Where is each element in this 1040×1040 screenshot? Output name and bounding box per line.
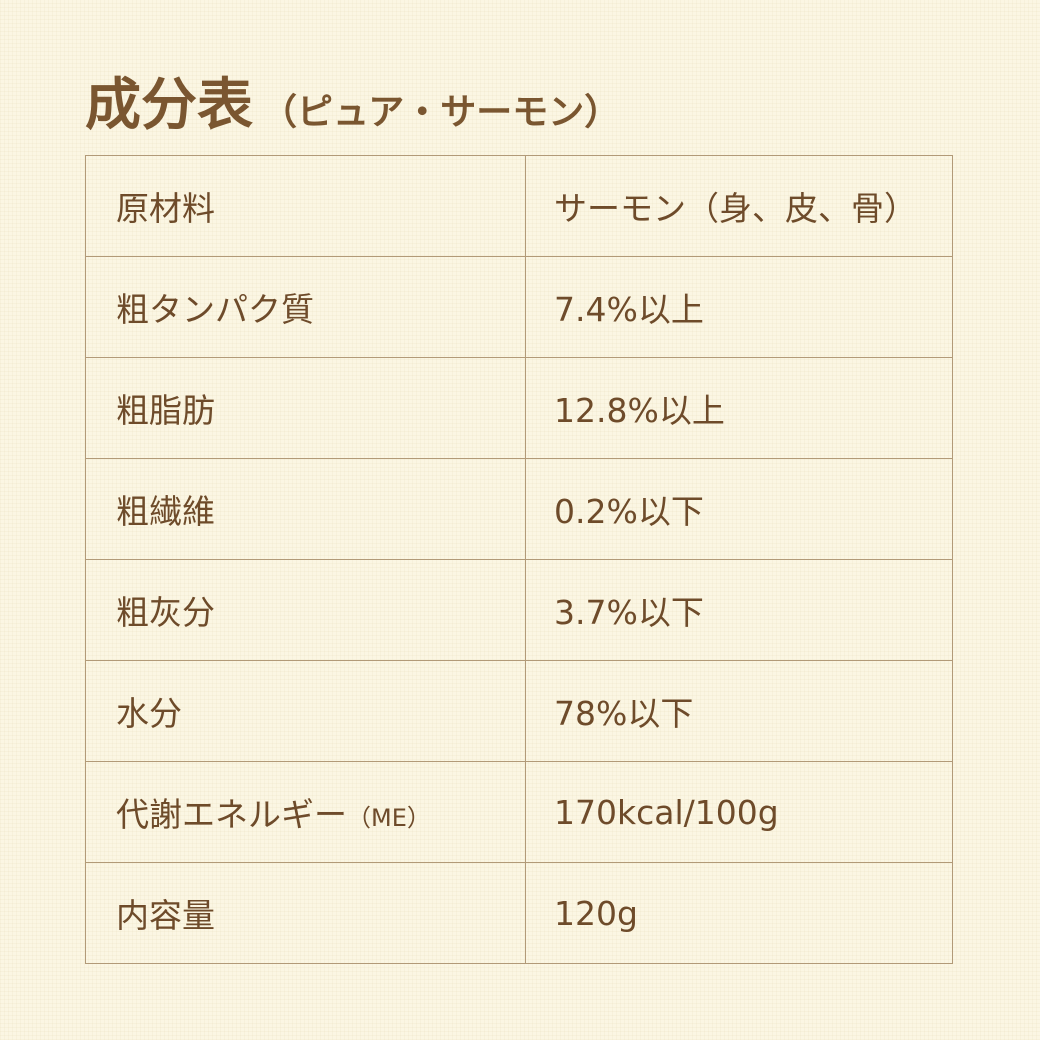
row-value-cell: 0.2%以下 (525, 458, 953, 560)
row-label-cell: 内容量 (85, 862, 526, 964)
title: 成分表 （ピュア・サーモン） (85, 60, 620, 141)
row-value: 120g (554, 893, 638, 933)
row-value-cell: 7.4%以上 (525, 256, 953, 358)
row-label: 原材料 (116, 189, 215, 228)
table-row: 粗タンパク質 7.4%以上 (85, 256, 953, 358)
row-value: 7.4%以上 (554, 290, 704, 329)
table-row: 原材料 サーモン（身、皮、骨） (85, 155, 953, 257)
title-text: 成分表 (85, 73, 253, 138)
row-label: 粗繊維 (116, 492, 215, 531)
row-value-cell: 12.8%以上 (525, 357, 953, 459)
table-row: 内容量 120g (85, 862, 953, 964)
row-label: 代謝エネルギー (116, 795, 347, 834)
table-row: 粗灰分 3.7%以下 (85, 559, 953, 661)
row-value-cell: 120g (525, 862, 953, 964)
row-label-note: （ME） (347, 804, 431, 832)
row-label: 内容量 (116, 896, 215, 935)
subtitle: （ピュア・サーモン） (261, 92, 621, 133)
row-value-cell: サーモン（身、皮、骨） (525, 155, 953, 257)
row-value-cell: 78%以下 (525, 660, 953, 762)
row-label-cell: 代謝エネルギー（ME） (85, 761, 526, 863)
row-label: 水分 (116, 694, 182, 733)
row-label-cell: 粗タンパク質 (85, 256, 526, 358)
table-row: 粗繊維 0.2%以下 (85, 458, 953, 560)
table-row: 水分 78%以下 (85, 660, 953, 762)
row-value: サーモン（身、皮、骨） (554, 189, 917, 228)
row-value: 12.8%以上 (554, 391, 725, 430)
row-label: 粗脂肪 (116, 391, 215, 430)
row-label-cell: 粗繊維 (85, 458, 526, 560)
table: 原材料 サーモン（身、皮、骨） 粗タンパク質 7.4%以上粗脂肪 12.8%以上粗繊維 0… (85, 155, 953, 964)
row-label-cell: 原材料 (85, 155, 526, 257)
row-value-cell: 170kcal/100g (525, 761, 953, 863)
row-value-cell: 3.7%以下 (525, 559, 953, 661)
row-label: 粗灰分 (116, 593, 215, 632)
row-label-cell: 水分 (85, 660, 526, 762)
row-label: 粗タンパク質 (116, 290, 314, 329)
row-value: 0.2%以下 (554, 492, 704, 531)
row-value: 3.7%以下 (554, 593, 704, 632)
table-row: 代謝エネルギー（ME） 170kcal/100g (85, 761, 953, 863)
table-row: 粗脂肪 12.8%以上 (85, 357, 953, 459)
row-value: 170kcal/100g (554, 792, 779, 832)
row-label-cell: 粗灰分 (85, 559, 526, 661)
row-label-cell: 粗脂肪 (85, 357, 526, 459)
row-value: 78%以下 (554, 694, 694, 733)
